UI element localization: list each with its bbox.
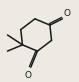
Text: O: O [25, 71, 32, 80]
Text: O: O [63, 9, 70, 18]
